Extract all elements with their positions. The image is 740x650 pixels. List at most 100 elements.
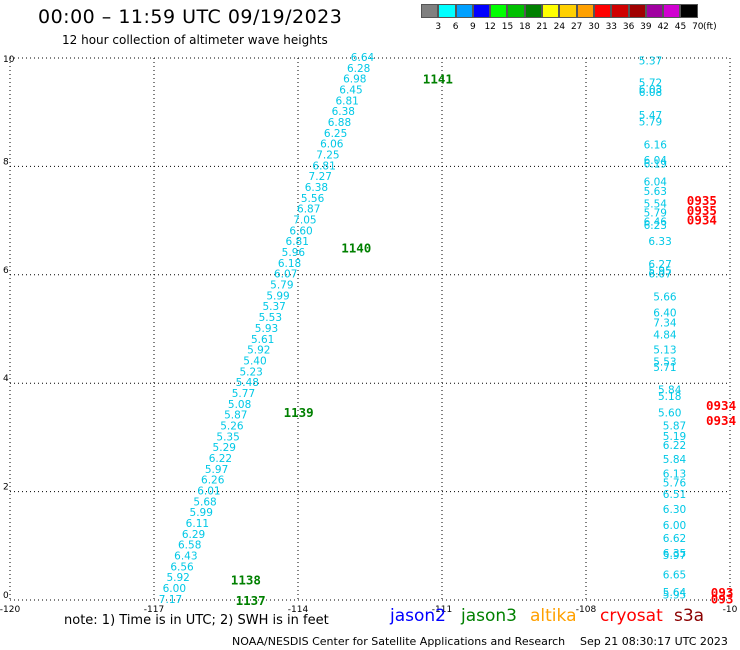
swh-value: 6.06 [320,139,344,151]
swh-value: 6.25 [324,128,347,140]
swh-value: 6.27 [648,259,671,271]
swh-value: 6.03 [639,84,662,96]
swh-value: 7.05 [293,215,316,227]
swh-value: 5.18 [658,391,681,403]
legend-label: 36 [622,22,635,32]
swh-value: 6.22 [209,453,232,465]
swh-value: 6.35 [663,548,686,560]
x-tick-label: -10 [723,605,738,615]
x-tick-label: -117 [144,605,164,615]
legend-label: 42 [657,22,669,32]
swh-value: 6.46 [644,217,668,229]
y-tick-label: 6 [3,266,9,276]
swh-value: 6.04 [644,177,668,189]
generated-timestamp: Sep 21 08:30:17 UTC 2023 [580,635,728,648]
legend-swatch [542,4,560,18]
color-legend-labels: 3 6 9 12 15 18 21 24 27 30 33 36 39 42 45 70 (ft) [421,22,740,34]
legend-swatch [507,4,525,18]
pass-time-label: 1140 [341,241,371,256]
swh-value: 6.33 [648,236,671,248]
y-tick-label: 0 [3,591,9,601]
pass-time-label: 1138 [231,572,261,587]
swh-value: 5.84 [658,385,682,397]
swh-value: 5.56 [301,193,325,205]
swh-value: 6.30 [663,504,686,516]
swh-value: 5.47 [639,110,662,122]
swh-value: 6.81 [286,236,309,248]
legend-swatch [559,4,577,18]
swh-value: 6.98 [343,74,366,86]
credit-line: NOAA/NESDIS Center for Satellite Applica… [232,635,566,648]
swh-value: 6.13 [663,469,686,481]
legend-label: 18 [519,22,531,32]
pass-time-label: 093 [711,591,734,606]
mission-cryosat: cryosat [600,606,663,626]
swh-value: 6.43 [174,551,197,563]
swh-value: 5.79 [270,280,293,292]
swh-value: 5.68 [193,496,216,508]
swh-value: 5.76 [663,477,687,489]
page-title: 00:00 – 11:59 UTC 09/19/2023 [38,6,343,28]
swh-value: 5.61 [251,334,274,346]
legend-swatch [455,4,473,18]
legend-unit: (ft) [703,22,717,32]
mission-altika: altika [530,606,577,626]
swh-value: 6.08 [639,87,662,99]
swh-value: 5.40 [243,355,266,367]
y-tick-label: 2 [3,483,9,493]
legend-label: 27 [570,22,583,32]
pass-time-label: 0934 [706,413,736,428]
x-tick-label: -120 [0,605,20,615]
x-tick-label: -108 [576,605,597,615]
swh-value: 5.84 [663,454,687,466]
pass-time-label: 0935 [687,203,717,218]
swh-value: 7.25 [316,149,339,161]
mission-jason3: jason3 [461,606,517,626]
page-subtitle: 12 hour collection of altimeter wave hei… [62,33,328,47]
swh-value: 6.23 [644,220,667,232]
legend-swatch [628,4,646,18]
swh-value: 6.64 [351,52,375,64]
swh-value: 5.79 [639,116,662,128]
legend-label: 15 [501,22,514,32]
pass-time-label: 093 [711,585,734,600]
swh-value: 5.72 [639,77,662,89]
swh-value: 6.07 [648,269,671,281]
x-tick-label: -114 [288,605,309,615]
swh-value: 5.66 [653,291,677,303]
swh-value: 5.95 [663,590,686,602]
swh-value: 5.99 [190,507,213,519]
legend-swatch [438,4,456,18]
legend-label: 70 [692,22,704,32]
swh-value: 5.95 [648,265,671,277]
mission-s3a: s3a [674,606,705,626]
swh-value: 6.00 [163,583,186,595]
legend-swatch [680,4,698,18]
pass-time-label: 0935 [687,193,717,208]
swh-value: 7.17 [159,594,182,606]
swh-value: 6.87 [297,204,320,216]
legend-swatch [611,4,629,18]
y-tick-label: 10 [3,55,15,65]
y-tick-label: 8 [3,157,9,167]
swh-value: 5.37 [639,56,662,68]
legend-swatch [472,4,491,18]
legend-label: 24 [553,22,566,32]
legend-label: 9 [470,22,476,32]
swh-value: 6.60 [289,225,312,237]
swh-value: 6.22 [663,440,686,452]
swh-value: 5.53 [653,357,676,369]
swh-value: 6.81 [335,95,358,107]
swh-value: 6.04 [644,155,668,167]
swh-value: 5.79 [644,207,667,219]
swh-value: 5.71 [653,362,676,374]
pass-time-label: 1141 [423,72,453,87]
swh-value: 6.56 [170,561,194,573]
legend-label: 33 [605,22,618,32]
swh-value: 5.26 [220,420,244,432]
pass-time-label: 1139 [284,405,314,420]
x-tick-label: -111 [432,605,452,615]
pass-time-label: 1137 [236,593,266,608]
swh-value: 5.92 [166,572,189,584]
